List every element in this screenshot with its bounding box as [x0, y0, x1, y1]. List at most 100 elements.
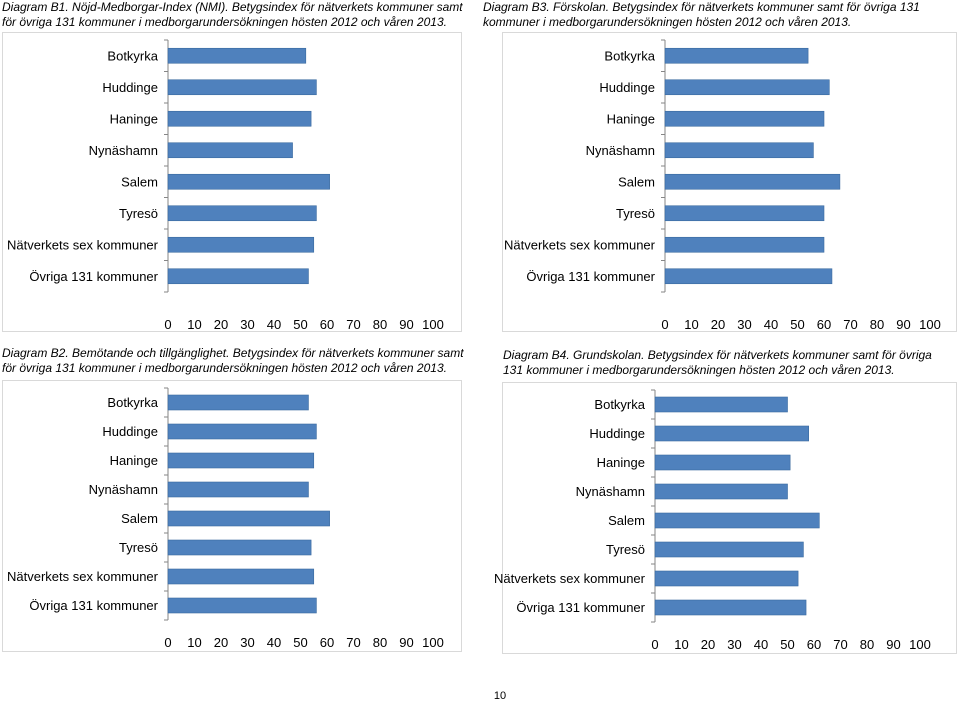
x-tick-label: 90 [399, 635, 413, 650]
x-tick-label: 60 [817, 317, 831, 332]
bar-salem [167, 510, 330, 527]
caption-b3: Diagram B3. Förskolan. Betygsindex för n… [483, 0, 920, 29]
bar-nynäshamn [664, 142, 814, 159]
bar-haninge [167, 452, 315, 469]
chart-b2-svg: Botkyrka Huddinge Haninge Nynäshamn Salem Tyr… [7, 387, 444, 650]
x-tick-label: 10 [674, 637, 688, 652]
bar-haninge [654, 454, 791, 471]
bar-botkyrka [664, 47, 809, 64]
x-tick-label: 50 [790, 317, 804, 332]
chart-b2: Botkyrka Huddinge Haninge Nynäshamn Salem Tyr… [2, 380, 462, 652]
x-tick-label: 30 [240, 317, 254, 332]
bar-nynäshamn [167, 481, 309, 498]
bar-huddinge [167, 423, 317, 440]
bar-övriga-131-kommuner [167, 597, 317, 614]
category-label: Botkyrka [594, 397, 645, 412]
bar-salem [654, 512, 820, 529]
category-label: Övriga 131 kommuner [526, 269, 655, 284]
x-tick-label: 100 [909, 637, 931, 652]
bar-huddinge [167, 79, 317, 96]
bar-botkyrka [167, 394, 309, 411]
bar-salem [664, 173, 841, 190]
bar-nätverkets-sex-kommuner [664, 236, 825, 253]
x-tick-label: 10 [684, 317, 698, 332]
category-label: Huddinge [599, 80, 655, 95]
x-tick-label: 90 [399, 317, 413, 332]
page-number: 10 [493, 690, 507, 702]
x-tick-label: 20 [214, 317, 228, 332]
category-label: Nynäshamn [576, 484, 645, 499]
bar-övriga-131-kommuner [167, 268, 309, 285]
x-tick-label: 30 [240, 635, 254, 650]
category-label: Botkyrka [107, 48, 158, 63]
x-tick-label: 80 [373, 635, 387, 650]
x-tick-label: 10 [187, 635, 201, 650]
x-tick-label: 80 [870, 317, 884, 332]
x-tick-label: 40 [267, 635, 281, 650]
category-label: Övriga 131 kommuner [29, 269, 158, 284]
x-tick-label: 30 [727, 637, 741, 652]
bar-nätverkets-sex-kommuner [167, 236, 315, 253]
category-label: Haninge [597, 455, 645, 470]
x-tick-label: 90 [896, 317, 910, 332]
x-tick-label: 90 [886, 637, 900, 652]
x-tick-label: 100 [919, 317, 941, 332]
category-label: Haninge [607, 111, 655, 126]
x-tick-label: 50 [293, 317, 307, 332]
category-label: Tyresö [616, 206, 655, 221]
category-label: Salem [121, 174, 158, 189]
category-label: Nätverkets sex kommuner [7, 569, 159, 584]
category-label: Botkyrka [107, 395, 158, 410]
bar-övriga-131-kommuner [664, 268, 833, 285]
category-label: Nynäshamn [586, 143, 655, 158]
x-tick-label: 60 [320, 635, 334, 650]
caption-b4: Diagram B4. Grundskolan. Betygsindex för… [503, 348, 932, 377]
bar-botkyrka [654, 396, 788, 413]
category-label: Salem [618, 174, 655, 189]
bar-haninge [664, 110, 825, 127]
category-label: Nätverkets sex kommuner [504, 237, 656, 252]
x-tick-label: 40 [267, 317, 281, 332]
category-label: Salem [121, 511, 158, 526]
bar-tyresö [664, 205, 825, 222]
category-label: Nynäshamn [89, 482, 158, 497]
category-label: Nätverkets sex kommuner [7, 237, 159, 252]
x-tick-label: 80 [373, 317, 387, 332]
chart-b3: Botkyrka Huddinge Haninge Nynäshamn Salem Tyr… [502, 32, 957, 332]
bar-haninge [167, 110, 312, 127]
x-tick-label: 80 [860, 637, 874, 652]
x-tick-label: 0 [164, 317, 171, 332]
bar-övriga-131-kommuner [654, 599, 807, 616]
x-tick-label: 20 [711, 317, 725, 332]
bar-tyresö [654, 541, 804, 558]
x-tick-label: 60 [807, 637, 821, 652]
bar-tyresö [167, 205, 317, 222]
category-label: Övriga 131 kommuner [516, 600, 645, 615]
x-tick-label: 70 [833, 637, 847, 652]
category-label: Huddinge [102, 80, 158, 95]
x-tick-label: 30 [737, 317, 751, 332]
caption-b2: Diagram B2. Bemötande och tillgänglighet… [2, 346, 464, 375]
x-tick-label: 50 [293, 635, 307, 650]
category-label: Salem [608, 513, 645, 528]
bar-salem [167, 173, 330, 190]
bar-nynäshamn [654, 483, 788, 500]
x-tick-label: 70 [346, 635, 360, 650]
x-tick-label: 100 [422, 317, 444, 332]
category-label: Övriga 131 kommuner [29, 598, 158, 613]
x-tick-label: 0 [164, 635, 171, 650]
x-tick-label: 40 [754, 637, 768, 652]
chart-b4: Botkyrka Huddinge Haninge Nynäshamn Salem Tyr… [494, 382, 957, 654]
x-tick-label: 100 [422, 635, 444, 650]
x-tick-label: 0 [651, 637, 658, 652]
category-label: Nätverkets sex kommuner [494, 571, 646, 586]
x-tick-label: 50 [780, 637, 794, 652]
category-label: Huddinge [589, 426, 645, 441]
bar-huddinge [664, 79, 830, 96]
bar-tyresö [167, 539, 312, 556]
x-tick-label: 60 [320, 317, 334, 332]
x-tick-label: 20 [214, 635, 228, 650]
bar-botkyrka [167, 47, 307, 64]
category-label: Haninge [110, 453, 158, 468]
chart-b4-svg: Botkyrka Huddinge Haninge Nynäshamn Salem Tyr… [494, 389, 931, 652]
